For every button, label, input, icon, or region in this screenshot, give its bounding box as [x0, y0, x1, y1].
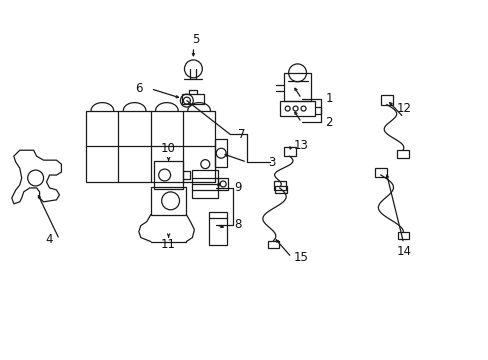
- Bar: [182, 94, 204, 104]
- Bar: [283, 73, 311, 100]
- Text: 5: 5: [191, 33, 199, 46]
- Bar: [267, 241, 279, 248]
- Bar: [396, 150, 408, 158]
- Bar: [150, 187, 186, 215]
- Text: 10: 10: [161, 142, 176, 155]
- Bar: [380, 95, 392, 105]
- Bar: [273, 181, 285, 190]
- Text: 14: 14: [395, 245, 410, 258]
- Bar: [209, 212, 226, 246]
- Bar: [86, 111, 215, 182]
- Bar: [218, 178, 228, 190]
- Text: 4: 4: [46, 233, 53, 246]
- Text: 11: 11: [161, 238, 176, 251]
- Bar: [153, 161, 183, 189]
- Text: 6: 6: [135, 82, 142, 95]
- Text: 15: 15: [293, 251, 308, 264]
- Bar: [397, 232, 408, 239]
- Bar: [215, 139, 226, 167]
- Text: 1: 1: [325, 92, 332, 105]
- Bar: [192, 170, 218, 198]
- Bar: [279, 100, 315, 117]
- Text: 9: 9: [234, 181, 241, 194]
- Bar: [274, 186, 286, 193]
- Text: 2: 2: [325, 116, 332, 129]
- Bar: [374, 168, 386, 177]
- Text: 8: 8: [234, 218, 241, 231]
- Text: 3: 3: [267, 156, 275, 168]
- Text: 13: 13: [293, 139, 308, 152]
- Text: 12: 12: [395, 102, 410, 115]
- Bar: [283, 147, 295, 156]
- Text: 7: 7: [238, 128, 245, 141]
